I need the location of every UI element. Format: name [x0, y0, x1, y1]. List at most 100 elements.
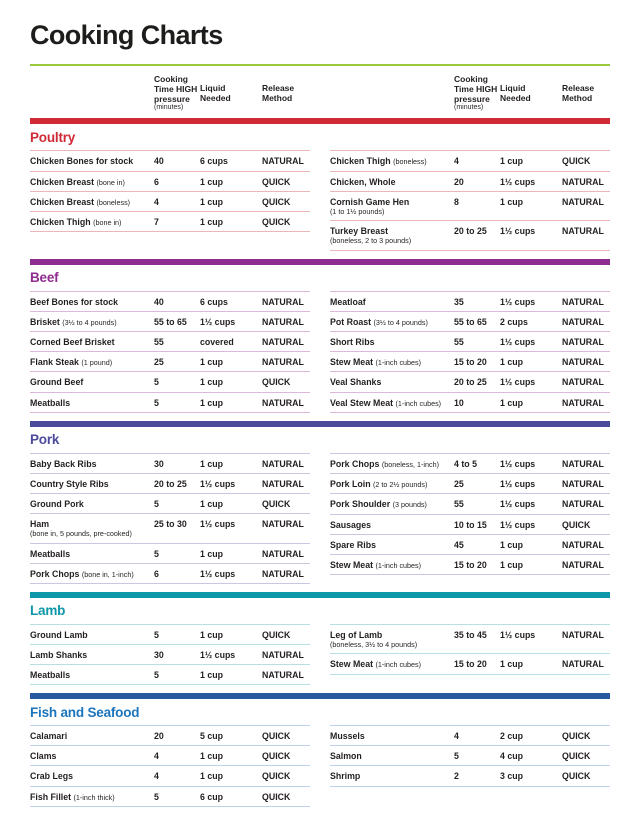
cooking-time-value: 7	[154, 217, 159, 228]
cooking-time-value: 15 to 20	[454, 357, 487, 368]
food-row: Spare Ribs 45 1 cup NATURAL	[330, 533, 610, 554]
section-heading-spacer	[330, 427, 610, 453]
food-row: Pork Chops (boneless, 1-inch) 4 to 5 1½ cu…	[330, 452, 610, 473]
food-name-cell: Veal Stew Meat (1-inch cubes)	[330, 398, 454, 408]
section-heading-spacer	[330, 598, 610, 624]
section-columns: Beef Beef Bones for stock 40 6 cups NATURAL B…	[30, 265, 610, 413]
col-header-cooking-time: Cooking Time HIGH pressure (minutes)	[154, 74, 200, 112]
cooking-time-value: 25 to 30	[154, 519, 187, 530]
cooking-time-value: 15 to 20	[454, 659, 487, 670]
liquid-needed-value: 1 cup	[200, 670, 223, 681]
liquid-needed-value: 1 cup	[200, 751, 223, 762]
food-name-cell: Meatloaf	[330, 297, 454, 307]
cooking-time-value: 55	[154, 337, 164, 347]
release-method-value: NATURAL	[262, 296, 304, 307]
food-name: Chicken, Whole	[330, 176, 396, 187]
section-column-right: Leg of Lamb (boneless, 3½ to 4 pounds) 35 …	[330, 598, 610, 685]
release-method-value: QUICK	[262, 751, 291, 762]
liquid-needed-value: 1 cup	[200, 397, 223, 408]
cooking-time-value: 40	[154, 156, 164, 167]
food-row: Beef Bones for stock 40 6 cups NATURAL	[30, 290, 310, 311]
food-sub: (3½ to 4 pounds)	[62, 317, 117, 327]
section-columns: Poultry Chicken Bones for stock 40 6 cups NA…	[30, 124, 610, 251]
food-row: Chicken Bones for stock 40 6 cups NATURAL	[30, 150, 310, 170]
food-name: Stew Meat	[330, 559, 374, 570]
col-header-cooking-time: Cooking Time HIGH pressure (minutes)	[454, 74, 500, 112]
section-lamb: Lamb Ground Lamb 5 1 cup QUICK Lamb Shanks 30 1…	[30, 591, 610, 686]
food-name-cell: Short Ribs	[330, 337, 454, 347]
liquid-needed-value: 1 cup	[200, 499, 223, 509]
section-heading-block: Pork	[30, 427, 310, 453]
release-method-value: NATURAL	[262, 397, 304, 408]
section-heading-spacer	[330, 699, 610, 725]
food-name-cell: Brisket (3½ to 4 pounds)	[30, 317, 154, 327]
cooking-time-value: 20 to 25	[154, 478, 187, 489]
food-name: Ground Pork	[30, 499, 84, 509]
food-row: Calamari 20 5 cup QUICK	[30, 725, 310, 745]
liquid-needed-value: 1½ cups	[200, 568, 236, 579]
liquid-needed-value: 1 cup	[500, 357, 523, 368]
food-name: Sausages	[330, 519, 372, 530]
food-name-cell: Baby Back Ribs	[30, 459, 154, 469]
section-divider-bar	[30, 258, 610, 265]
release-method-value: NATURAL	[562, 629, 604, 640]
food-row: Chicken Thigh (bone in) 7 1 cup QUICK	[30, 211, 310, 231]
cooking-time-value: 5	[154, 791, 159, 802]
food-name-cell: Flank Steak (1 pound)	[30, 357, 154, 367]
food-name: Meatballs	[30, 670, 71, 681]
food-name-cell: Beef Bones for stock	[30, 297, 154, 307]
section-heading: Lamb	[30, 603, 66, 619]
section-pork: Pork Baby Back Ribs 30 1 cup NATURAL Country …	[30, 420, 610, 584]
liquid-needed-value: 1 cup	[200, 176, 223, 187]
food-sub: (1-inch cubes)	[375, 660, 422, 670]
food-row: Stew Meat (1-inch cubes) 15 to 20 1 cup NAT…	[330, 351, 610, 371]
food-row: Fish Fillet (1-inch thick) 5 6 cup QUICK	[30, 785, 310, 806]
food-sub: (boneless, 2 to 3 pounds)	[330, 236, 412, 246]
column-headers-left: Cooking Time HIGH pressure (minutes) Liq…	[30, 74, 310, 112]
section-divider-bar	[30, 693, 610, 700]
release-method-value: QUICK	[262, 771, 291, 782]
cooking-time-value: 10	[454, 397, 464, 408]
food-row: Meatballs 5 1 cup NATURAL	[30, 664, 310, 684]
food-name: Turkey Breast	[330, 226, 389, 237]
liquid-needed-value: 1½ cups	[500, 176, 536, 187]
release-method-value: QUICK	[262, 196, 291, 207]
section-heading-spacer	[330, 124, 610, 150]
liquid-needed-label: Liquid Needed	[500, 83, 531, 104]
food-row: Country Style Ribs 20 to 25 1½ cups NATURAL	[30, 472, 310, 493]
section-table-left: Chicken Bones for stock 40 6 cups NATURAL Ch…	[30, 150, 310, 233]
section-heading: Fish and Seafood	[30, 704, 140, 720]
food-name: Pork Chops	[330, 458, 380, 469]
food-row: Ground Pork 5 1 cup QUICK	[30, 493, 310, 513]
food-name: Chicken Thigh	[330, 156, 391, 167]
food-row: Mussels 4 2 cup QUICK	[330, 725, 610, 745]
release-method-value: NATURAL	[562, 377, 604, 388]
food-name-cell: Shrimp	[330, 771, 454, 781]
food-row: Salmon 5 4 cup QUICK	[330, 745, 610, 765]
cooking-time-value: 5	[154, 499, 159, 509]
food-name: Meatballs	[30, 548, 71, 559]
cooking-time-value: 10 to 15	[454, 519, 487, 530]
section-table-left: Calamari 20 5 cup QUICK Clams 4 1 cup QUICK Crab…	[30, 725, 310, 807]
release-method-value: NATURAL	[262, 568, 304, 579]
release-method-value: QUICK	[262, 176, 291, 187]
section-beef: Beef Beef Bones for stock 40 6 cups NATURAL B…	[30, 258, 610, 413]
section-table-right: Leg of Lamb (boneless, 3½ to 4 pounds) 35 …	[330, 623, 610, 675]
food-name-cell: Meatballs	[30, 398, 154, 408]
title-divider	[30, 64, 610, 66]
section-column-left: Fish and Seafood Calamari 20 5 cup QUICK Clam…	[30, 699, 310, 807]
release-method-value: NATURAL	[262, 519, 304, 530]
release-method-value: QUICK	[262, 377, 291, 388]
food-row: Pork Chops (bone in, 1-inch) 6 1½ cups NATU…	[30, 562, 310, 583]
liquid-needed-value: 2 cup	[500, 731, 523, 742]
food-name: Veal Stew Meat	[330, 397, 394, 408]
release-method-value: QUICK	[562, 156, 591, 167]
food-sub: (1-inch cubes)	[375, 560, 422, 570]
liquid-needed-value: 1½ cups	[500, 296, 536, 307]
section-column-left: Pork Baby Back Ribs 30 1 cup NATURAL Country …	[30, 427, 310, 584]
cooking-time-value: 4	[154, 771, 159, 782]
food-name: Flank Steak	[30, 357, 79, 368]
food-name: Brisket	[30, 316, 60, 327]
release-method-label: Release Method	[262, 83, 295, 104]
section-heading-spacer	[330, 265, 610, 291]
